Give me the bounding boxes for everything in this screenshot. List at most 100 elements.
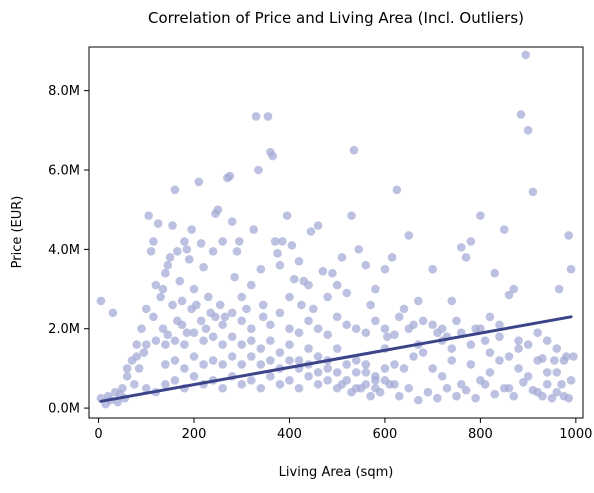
scatter-point <box>130 379 139 389</box>
scatter-point <box>266 320 275 330</box>
scatter-point <box>547 393 557 403</box>
scatter-point <box>332 312 342 322</box>
x-tick-label: 1000 <box>559 427 592 442</box>
scatter-point <box>399 304 409 314</box>
scatter-point <box>371 372 380 381</box>
scatter-point <box>342 320 352 330</box>
scatter-point <box>227 352 237 361</box>
scatter-point <box>204 292 213 302</box>
scatter-point <box>437 372 447 381</box>
scatter-point <box>394 391 404 401</box>
scatter-point <box>383 332 392 341</box>
scatter-point <box>304 344 313 353</box>
scatter-point <box>485 312 495 322</box>
scatter-point <box>225 171 235 181</box>
scatter-point <box>380 264 390 274</box>
scatter-point <box>566 264 576 274</box>
scatter-point <box>163 330 173 339</box>
scatter-point <box>323 292 332 302</box>
scatter-point <box>218 237 227 246</box>
scatter-point <box>161 379 170 389</box>
scatter-point <box>452 391 461 401</box>
scatter-point <box>227 308 237 318</box>
scatter-point <box>218 360 227 369</box>
x-tick-label: 200 <box>182 427 207 442</box>
scatter-point <box>318 266 328 276</box>
scatter-point <box>442 383 452 393</box>
scatter-point <box>246 324 256 334</box>
y-tick-label: 6.0M <box>48 164 80 179</box>
scatter-point <box>199 262 208 272</box>
scatter-point <box>542 379 552 389</box>
scatter-point <box>180 364 189 373</box>
scatter-point <box>433 393 442 403</box>
scatter-point <box>227 332 237 341</box>
scatter-point <box>428 364 437 373</box>
scatter-point <box>213 205 223 214</box>
scatter-point <box>189 284 199 294</box>
scatter-point <box>170 336 180 345</box>
chart-title: Correlation of Price and Living Area (In… <box>148 9 524 27</box>
scatter-point <box>347 211 356 220</box>
scatter-point <box>149 237 158 246</box>
scatter-point <box>156 292 165 302</box>
scatter-point <box>380 364 390 373</box>
scatter-point <box>294 328 304 337</box>
scatter-point <box>533 356 542 365</box>
scatter-point <box>249 225 258 234</box>
scatter-point <box>139 348 149 357</box>
scatter-point <box>220 312 230 322</box>
scatter-point <box>254 165 263 175</box>
scatter-point <box>371 383 380 393</box>
scatter-point <box>146 247 156 256</box>
x-axis: 0 200 400 600 800 1000 <box>94 418 592 442</box>
scatter-point <box>180 340 189 349</box>
scatter-point <box>480 379 490 389</box>
scatter-point <box>285 356 294 365</box>
scatter-point <box>447 344 457 353</box>
scatter-point <box>137 324 146 334</box>
scatter-point <box>523 340 533 349</box>
scatter-point <box>538 391 547 401</box>
scatter-point <box>237 340 247 349</box>
scatter-point <box>294 356 304 365</box>
scatter-point <box>172 247 182 256</box>
scatter-point <box>199 336 208 345</box>
scatter-point <box>189 352 199 361</box>
scatter-point <box>189 372 199 381</box>
scatter-point <box>151 280 161 290</box>
scatter-point <box>304 372 313 381</box>
scatter-point <box>266 372 275 381</box>
y-tick-label: 0.0M <box>48 402 80 417</box>
scatter-point <box>399 364 409 373</box>
scatter-point <box>132 340 142 349</box>
scatter-point <box>294 256 304 266</box>
scatter-point <box>141 340 151 349</box>
scatter-point <box>246 280 256 290</box>
scatter-point <box>237 379 247 389</box>
scatter-point <box>461 385 471 395</box>
scatter-point <box>516 110 526 119</box>
scatter-point <box>552 368 562 377</box>
scatter-point <box>96 296 106 306</box>
scatter-point <box>270 237 280 246</box>
scatter-point <box>542 336 552 345</box>
scatter-point <box>158 324 168 334</box>
scatter-point <box>266 336 275 345</box>
scatter-point <box>144 211 153 220</box>
scatter-point <box>215 300 225 310</box>
scatter-point <box>242 304 251 314</box>
scatter-point <box>187 225 196 234</box>
scatter-point <box>354 245 363 254</box>
scatter-point <box>282 211 292 220</box>
scatter-point <box>118 383 127 393</box>
scatter-point <box>361 360 371 369</box>
scatter-point <box>557 379 566 389</box>
scatter-point <box>550 356 559 365</box>
scatter-point <box>485 368 495 377</box>
scatter-point <box>161 360 170 369</box>
scatter-point <box>187 304 196 314</box>
scatter-point <box>196 316 206 326</box>
